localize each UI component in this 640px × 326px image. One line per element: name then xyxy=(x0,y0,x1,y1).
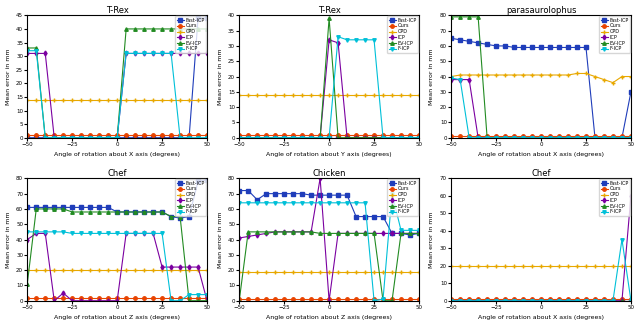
Legend: Fast-ICP, Ours, CPD, ICP, EV-ICP, F-ICP: Fast-ICP, Ours, CPD, ICP, EV-ICP, F-ICP xyxy=(599,179,630,216)
Y-axis label: Mean error in mm: Mean error in mm xyxy=(6,48,10,105)
Title: Chicken: Chicken xyxy=(312,169,346,178)
Y-axis label: Mean error in mm: Mean error in mm xyxy=(218,211,223,268)
X-axis label: Angle of rotation about Z axis (degrees): Angle of rotation about Z axis (degrees) xyxy=(54,316,180,320)
Y-axis label: Mean error in mm: Mean error in mm xyxy=(429,48,435,105)
Title: parasaurolophus: parasaurolophus xyxy=(506,6,576,15)
Title: T-Rex: T-Rex xyxy=(106,6,129,15)
Legend: Fast-ICP, Ours, CPD, ICP, EV-ICP, F-ICP: Fast-ICP, Ours, CPD, ICP, EV-ICP, F-ICP xyxy=(175,16,206,53)
X-axis label: Angle of rotation about Y axis (degrees): Angle of rotation about Y axis (degrees) xyxy=(266,153,392,157)
Title: Chef: Chef xyxy=(531,169,551,178)
X-axis label: Angle of rotation about Z axis (degrees): Angle of rotation about Z axis (degrees) xyxy=(266,316,392,320)
Y-axis label: Mean error in mm: Mean error in mm xyxy=(6,211,10,268)
Title: T-Rex: T-Rex xyxy=(317,6,340,15)
Legend: Fast-ICP, Ours, CPD, ICP, EV-ICP, F-ICP: Fast-ICP, Ours, CPD, ICP, EV-ICP, F-ICP xyxy=(599,16,630,53)
Title: Chef: Chef xyxy=(108,169,127,178)
Legend: Fast-ICP, Ours, CPD, ICP, EV-ICP, F-ICP: Fast-ICP, Ours, CPD, ICP, EV-ICP, F-ICP xyxy=(387,179,418,216)
X-axis label: Angle of rotation about X axis (degrees): Angle of rotation about X axis (degrees) xyxy=(478,153,604,157)
Y-axis label: Mean error in mm: Mean error in mm xyxy=(429,211,435,268)
X-axis label: Angle of rotation about X axis (degrees): Angle of rotation about X axis (degrees) xyxy=(478,316,604,320)
Y-axis label: Mean error in mm: Mean error in mm xyxy=(218,48,223,105)
Legend: Fast-ICP, Ours, CPD, ICP, EV-ICP, F-ICP: Fast-ICP, Ours, CPD, ICP, EV-ICP, F-ICP xyxy=(175,179,206,216)
Legend: Fast-ICP, Ours, CPD, ICP, EV-ICP, F-ICP: Fast-ICP, Ours, CPD, ICP, EV-ICP, F-ICP xyxy=(387,16,418,53)
X-axis label: Angle of rotation about X axis (degrees): Angle of rotation about X axis (degrees) xyxy=(54,153,180,157)
